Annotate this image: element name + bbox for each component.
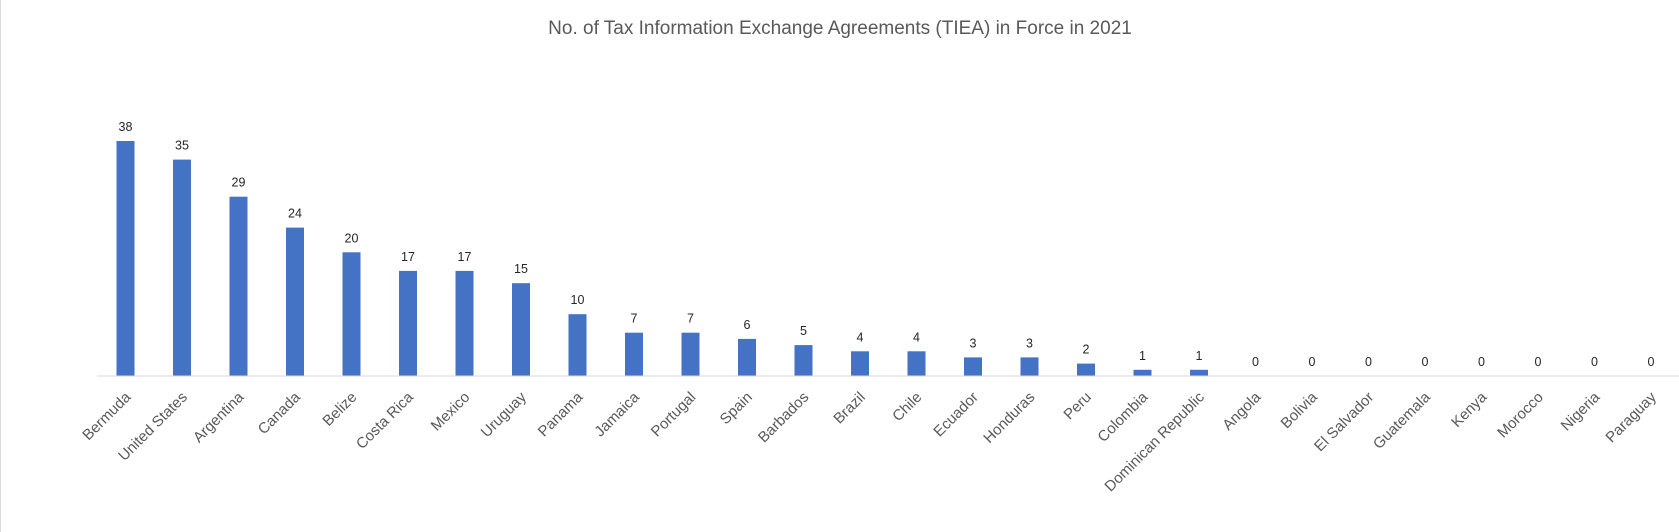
bar-uruguay: [512, 283, 530, 376]
x-tick-label: Ecuador: [930, 389, 982, 441]
x-tick-label: Kenya: [1448, 388, 1491, 431]
data-label: 20: [345, 231, 359, 245]
bar-portugal: [681, 332, 700, 376]
x-tick-label: El Salvador: [1311, 389, 1377, 455]
bar-mexico: [455, 270, 474, 376]
data-label: 24: [288, 207, 302, 221]
data-label: 0: [1591, 355, 1598, 369]
x-tick-label: Costa Rica: [353, 388, 417, 452]
x-tick-label: Argentina: [190, 388, 248, 446]
bar-belize: [342, 252, 361, 376]
data-label: 15: [514, 262, 528, 276]
bar-dominican-republic: [1190, 369, 1208, 376]
data-label: 17: [401, 250, 415, 264]
data-label: 10: [571, 293, 585, 307]
x-tick-label: Belize: [319, 389, 360, 430]
x-tick-label: Canada: [255, 388, 305, 438]
data-label: 5: [800, 324, 807, 338]
data-label: 3: [970, 336, 977, 350]
data-label: 0: [1309, 355, 1316, 369]
bar-canada: [286, 227, 304, 376]
x-tick-label: Bermuda: [79, 388, 135, 444]
x-tick-label: Spain: [717, 389, 756, 428]
bar-chile: [907, 351, 926, 376]
bars-layer: [116, 141, 1208, 376]
x-tick-label: Chile: [889, 389, 925, 425]
bar-united-states: [173, 159, 191, 376]
bar-peru: [1077, 363, 1095, 376]
x-tick-label: Colombia: [1094, 388, 1151, 445]
data-label: 29: [232, 176, 246, 190]
bar-ecuador: [964, 357, 982, 376]
data-label: 7: [687, 312, 694, 326]
x-tick-label: Mexico: [428, 389, 474, 435]
x-tick-label: Brazil: [830, 389, 869, 428]
data-label: 7: [631, 312, 638, 326]
chart-title: No. of Tax Information Exchange Agreemen…: [548, 18, 1132, 39]
data-label: 4: [857, 330, 864, 344]
data-label: 0: [1422, 355, 1429, 369]
data-label: 17: [458, 250, 472, 264]
bar-panama: [568, 314, 587, 376]
data-label: 3: [1026, 336, 1033, 350]
x-tick-label: Nigeria: [1558, 388, 1604, 434]
data-label: 1: [1139, 349, 1146, 363]
bar-costa-rica: [399, 270, 417, 376]
data-label: 0: [1478, 355, 1485, 369]
x-tick-label: Jamaica: [591, 388, 643, 440]
bar-spain: [738, 338, 756, 376]
data-label: 35: [175, 139, 189, 153]
bar-brazil: [851, 351, 869, 376]
data-label: 0: [1252, 355, 1259, 369]
data-label: 1: [1196, 349, 1203, 363]
data-label: 2: [1083, 343, 1090, 357]
x-tick-label: Peru: [1060, 389, 1094, 423]
x-tick-label: Honduras: [980, 389, 1038, 447]
data-label: 6: [744, 318, 751, 332]
x-tick-label: Bolivia: [1278, 388, 1322, 432]
x-tick-label: Portugal: [648, 389, 700, 441]
x-tick-label: Angola: [1219, 388, 1265, 434]
x-tick-label: Panama: [535, 388, 587, 440]
bar-colombia: [1133, 369, 1152, 376]
x-tick-label: Guatemala: [1370, 388, 1434, 452]
x-tick-label: Uruguay: [478, 388, 530, 440]
data-label: 0: [1535, 355, 1542, 369]
x-tick-label: Barbados: [755, 389, 812, 446]
x-tick-label: Dominican Republic: [1101, 388, 1208, 495]
data-label: 4: [913, 330, 920, 344]
data-label: 0: [1365, 355, 1372, 369]
x-tick-label: Morocco: [1494, 389, 1547, 442]
data-label: 0: [1648, 355, 1655, 369]
bar-argentina: [229, 196, 248, 376]
data-label: 38: [119, 120, 133, 134]
bar-honduras: [1020, 357, 1039, 376]
bar-bermuda: [116, 141, 135, 376]
bar-barbados: [794, 345, 813, 376]
bar-jamaica: [625, 332, 643, 376]
x-tick-label: Paraguay: [1602, 388, 1660, 446]
